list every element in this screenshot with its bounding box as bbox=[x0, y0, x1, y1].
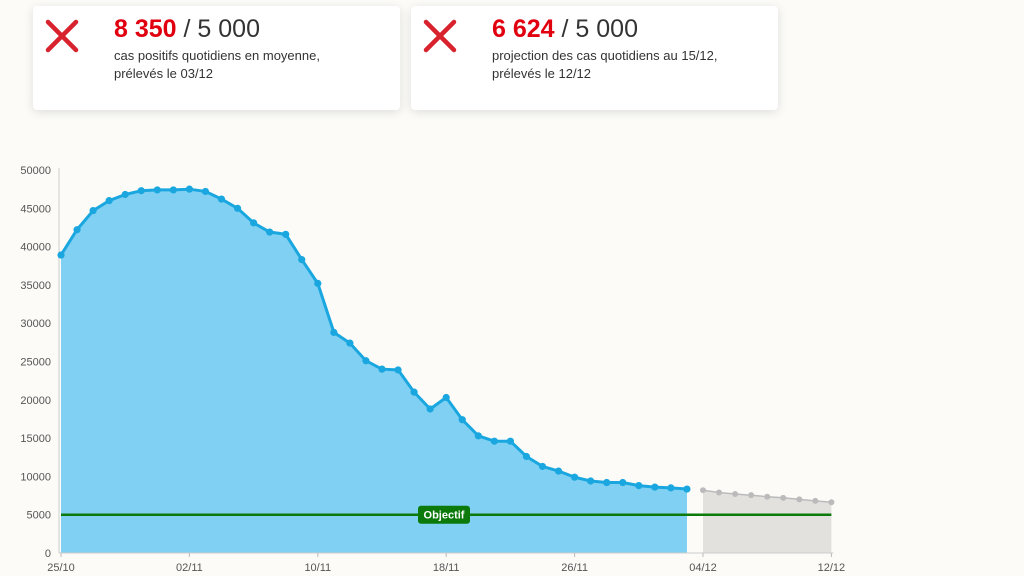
cases-point bbox=[442, 393, 450, 402]
projection-point bbox=[748, 492, 755, 499]
cases-point bbox=[282, 230, 290, 238]
cases-chart: Objectif 0 5000 10000 15000 20000 25000 30000 35… bbox=[20, 165, 846, 574]
card-value: 8 350 bbox=[114, 15, 177, 43]
projection-point bbox=[828, 499, 835, 506]
projection-point bbox=[764, 493, 771, 500]
cases-point bbox=[554, 467, 563, 475]
cases-point bbox=[522, 452, 531, 461]
cases-point bbox=[506, 437, 514, 445]
y-tick-label: 15000 bbox=[20, 433, 51, 445]
cases-point bbox=[73, 226, 81, 234]
y-tick-label: 30000 bbox=[20, 318, 51, 330]
y-tick-label: 10000 bbox=[20, 471, 51, 483]
card-description-line: projection des cas quotidiens au 15/12, bbox=[492, 48, 718, 63]
cases-point bbox=[314, 279, 322, 287]
card-description: cas positifs quotidiens en moyenne, prél… bbox=[114, 47, 384, 83]
cases-point bbox=[121, 190, 129, 199]
cases-point bbox=[603, 478, 611, 487]
y-tick-label: 25000 bbox=[20, 357, 51, 369]
cases-point bbox=[330, 328, 338, 336]
y-tick-label: 5000 bbox=[27, 510, 51, 522]
projection-point bbox=[780, 494, 787, 501]
card-headline: 6 624 / 5 000 bbox=[492, 15, 638, 44]
cases-point bbox=[346, 339, 354, 347]
cases-point bbox=[378, 365, 386, 373]
card-description-line: cas positifs quotidiens en moyenne, bbox=[114, 48, 320, 63]
cases-point bbox=[266, 228, 274, 236]
cases-point bbox=[250, 219, 258, 227]
y-tick-label: 0 bbox=[45, 548, 51, 560]
cases-point bbox=[233, 204, 242, 212]
projection-point bbox=[796, 496, 803, 503]
projection-area bbox=[703, 490, 832, 553]
cases-point bbox=[89, 206, 97, 215]
cases-area bbox=[61, 189, 687, 553]
cases-point bbox=[201, 187, 210, 196]
cross-icon bbox=[45, 19, 79, 53]
x-tick-label: 10/11 bbox=[304, 562, 331, 574]
cases-point bbox=[105, 197, 113, 205]
cases-point bbox=[137, 187, 145, 195]
card-description: projection des cas quotidiens au 15/12, … bbox=[492, 47, 762, 83]
cases-point bbox=[619, 478, 627, 487]
projection-point bbox=[812, 497, 819, 504]
projection-point bbox=[732, 491, 739, 498]
cases-point bbox=[362, 357, 370, 365]
cases-line bbox=[59, 187, 688, 491]
y-tick-label: 35000 bbox=[20, 280, 51, 292]
cases-point bbox=[169, 186, 177, 194]
cases-point bbox=[538, 462, 547, 471]
y-tick-label: 20000 bbox=[20, 395, 51, 407]
x-tick-label: 02/11 bbox=[176, 562, 203, 574]
cases-point bbox=[667, 484, 675, 492]
cases-point bbox=[153, 186, 161, 194]
objective-badge bbox=[418, 505, 470, 524]
cases-point bbox=[571, 473, 579, 481]
x-tick-label: 26/11 bbox=[561, 562, 588, 574]
card-description-line: prélevés le 12/12 bbox=[492, 66, 592, 81]
cases-point bbox=[57, 251, 65, 259]
cases-point bbox=[587, 477, 595, 485]
card-value: 6 624 bbox=[492, 15, 555, 43]
cases-point bbox=[410, 388, 418, 396]
cases-point bbox=[651, 483, 659, 491]
card-target: / 5 000 bbox=[561, 15, 638, 43]
card-description-line: prélevés le 03/12 bbox=[114, 66, 214, 81]
card-target: / 5 000 bbox=[183, 15, 260, 43]
y-tick-label: 40000 bbox=[20, 242, 51, 254]
cases-point bbox=[426, 405, 434, 413]
cases-point bbox=[298, 256, 306, 264]
objective-label: Objectif bbox=[424, 510, 465, 522]
cross-icon bbox=[423, 19, 457, 53]
y-tick-label: 45000 bbox=[20, 203, 51, 215]
cases-point bbox=[458, 416, 466, 424]
cases-point bbox=[217, 195, 226, 203]
cases-point bbox=[394, 366, 402, 374]
cases-point bbox=[635, 481, 643, 490]
x-tick-label: 18/11 bbox=[433, 562, 460, 574]
x-tick-label: 12/12 bbox=[818, 562, 846, 574]
daily-cases-card: 8 350 / 5 000 cas positifs quotidiens en… bbox=[33, 6, 400, 110]
cases-point bbox=[474, 432, 482, 440]
y-tick-label: 50000 bbox=[20, 165, 51, 177]
cases-point bbox=[683, 485, 691, 493]
projection-point bbox=[716, 489, 723, 496]
projection-card: 6 624 / 5 000 projection des cas quotidi… bbox=[411, 6, 778, 110]
cases-point bbox=[490, 437, 498, 445]
x-tick-label: 04/12 bbox=[689, 562, 717, 574]
projection-point bbox=[700, 487, 706, 494]
x-tick-label: 25/10 bbox=[47, 562, 75, 574]
cases-point bbox=[185, 185, 193, 193]
card-headline: 8 350 / 5 000 bbox=[114, 15, 260, 44]
